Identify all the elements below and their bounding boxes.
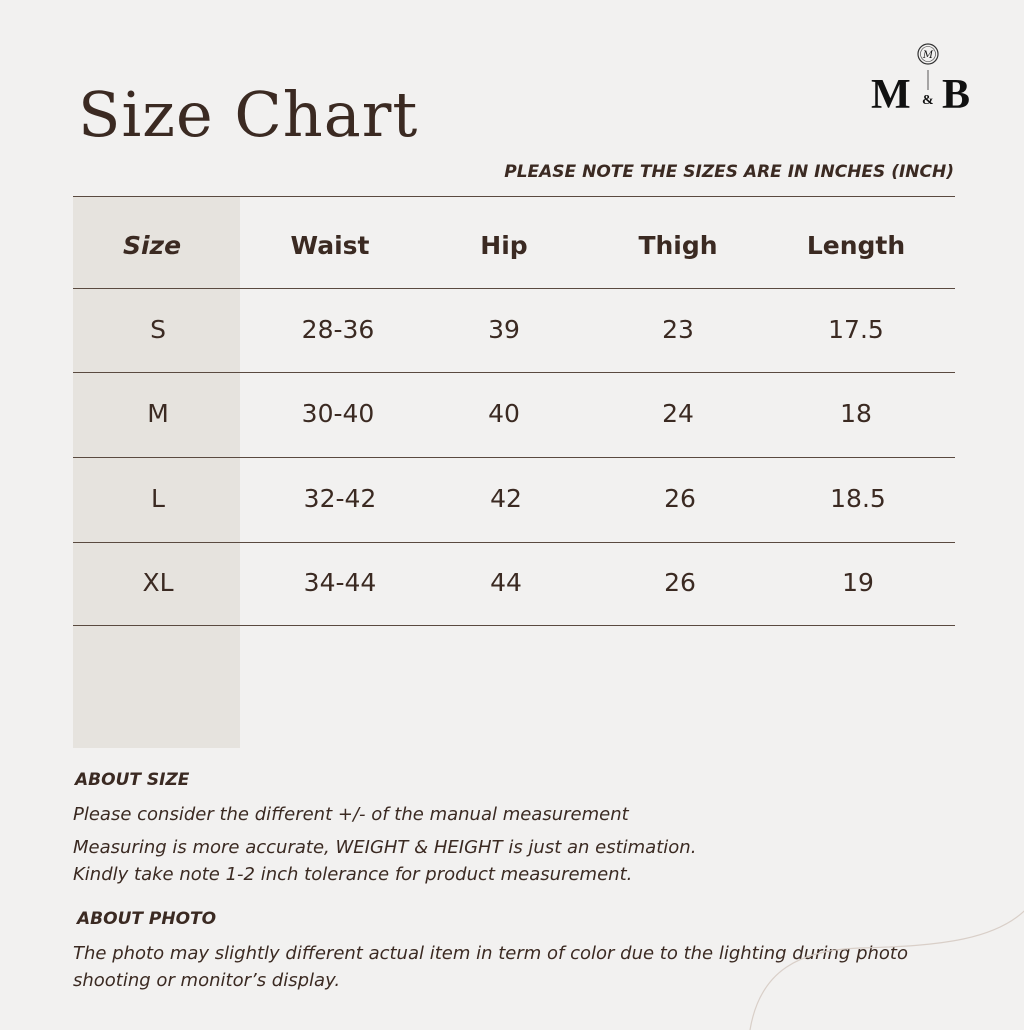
cell-thigh: 23 (662, 315, 694, 344)
cell-length: 17.5 (828, 315, 884, 344)
cell-hip: 44 (490, 568, 522, 597)
about-size-line: Measuring is more accurate, WEIGHT & HEI… (73, 837, 697, 858)
units-note: PLEASE NOTE THE SIZES ARE IN INCHES (INC… (504, 162, 954, 182)
cell-hip: 42 (490, 484, 522, 513)
cell-length: 18.5 (830, 484, 886, 513)
cell-size: S (150, 315, 166, 344)
decorative-curve (749, 910, 1024, 1030)
cell-hip: 39 (488, 315, 520, 344)
about-photo-heading: ABOUT PHOTO (77, 909, 217, 929)
page-title: Size Chart (78, 78, 419, 151)
divider (73, 372, 955, 373)
cell-waist: 28-36 (301, 315, 375, 344)
divider (73, 542, 955, 543)
header-hip: Hip (480, 231, 528, 260)
size-column-background (73, 196, 240, 748)
cell-size: L (151, 484, 165, 513)
cell-waist: 32-42 (303, 484, 377, 513)
cell-size: XL (142, 568, 174, 597)
svg-text:&: & (922, 93, 934, 108)
divider (73, 625, 955, 626)
cell-waist: 30-40 (301, 399, 375, 428)
divider (73, 457, 955, 458)
divider (73, 288, 955, 289)
header-thigh: Thigh (638, 231, 718, 260)
cell-waist: 34-44 (303, 568, 377, 597)
cell-thigh: 24 (662, 399, 694, 428)
header-size: Size (122, 231, 182, 260)
cell-size: M (147, 399, 169, 428)
brand-logo: M M & B (871, 43, 970, 115)
divider (73, 196, 955, 197)
about-size-heading: ABOUT SIZE (75, 770, 190, 790)
cell-thigh: 26 (664, 484, 696, 513)
header-waist: Waist (290, 231, 370, 260)
about-size-line: Please consider the different +/- of the… (73, 804, 629, 825)
cell-length: 18 (840, 399, 872, 428)
svg-text:M: M (871, 72, 911, 115)
cell-hip: 40 (488, 399, 520, 428)
about-photo-text: The photo may slightly different actual … (73, 943, 908, 991)
svg-text:M: M (922, 50, 934, 61)
cell-thigh: 26 (664, 568, 696, 597)
about-size-line: Kindly take note 1-2 inch tolerance for … (73, 864, 633, 885)
svg-text:B: B (942, 72, 970, 115)
header-length: Length (806, 231, 906, 260)
cell-length: 19 (842, 568, 874, 597)
